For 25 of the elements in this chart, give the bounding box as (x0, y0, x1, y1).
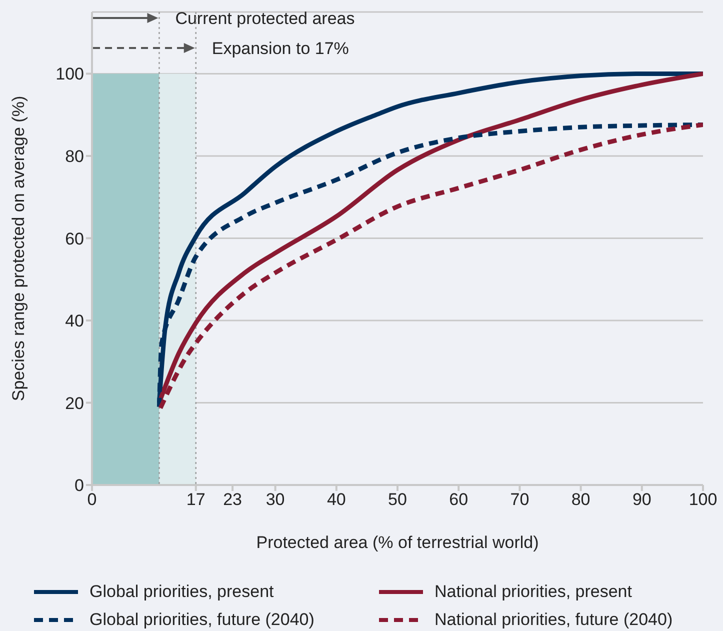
x-tick-label: 70 (510, 490, 530, 510)
legend-label: National priorities, future (2040) (434, 610, 673, 630)
y-tick-label: 60 (65, 229, 84, 248)
x-tick-label: 60 (449, 490, 468, 510)
y-tick-label: 80 (65, 146, 84, 166)
x-tick-label: 80 (571, 490, 590, 510)
y-tick-label: 100 (56, 64, 84, 84)
x-tick-label: 23 (223, 490, 242, 510)
ref-line-label: Current protected areas (175, 9, 355, 28)
y-tick-label: 40 (65, 312, 84, 331)
y-axis-title: Species range protected on average (%) (9, 96, 28, 402)
legend-label: National priorities, present (434, 582, 632, 602)
x-axis-title: Protected area (% of terrestrial world) (256, 533, 539, 552)
x-tick-label: 90 (632, 490, 652, 510)
y-tick-label: 0 (74, 476, 84, 496)
x-tick-label: 0 (87, 490, 97, 510)
x-tick-label: 17 (186, 490, 206, 510)
x-tick-label: 30 (266, 490, 285, 510)
x-tick-label: 40 (326, 490, 346, 510)
x-tick-label: 100 (688, 490, 718, 510)
y-tick-label: 20 (65, 394, 84, 413)
legend-label: Global priorities, present (90, 582, 274, 602)
ref-line-label: Expansion to 17% (212, 39, 349, 58)
legend-label: Global priorities, future (2040) (90, 610, 314, 630)
x-tick-label: 50 (388, 490, 407, 510)
